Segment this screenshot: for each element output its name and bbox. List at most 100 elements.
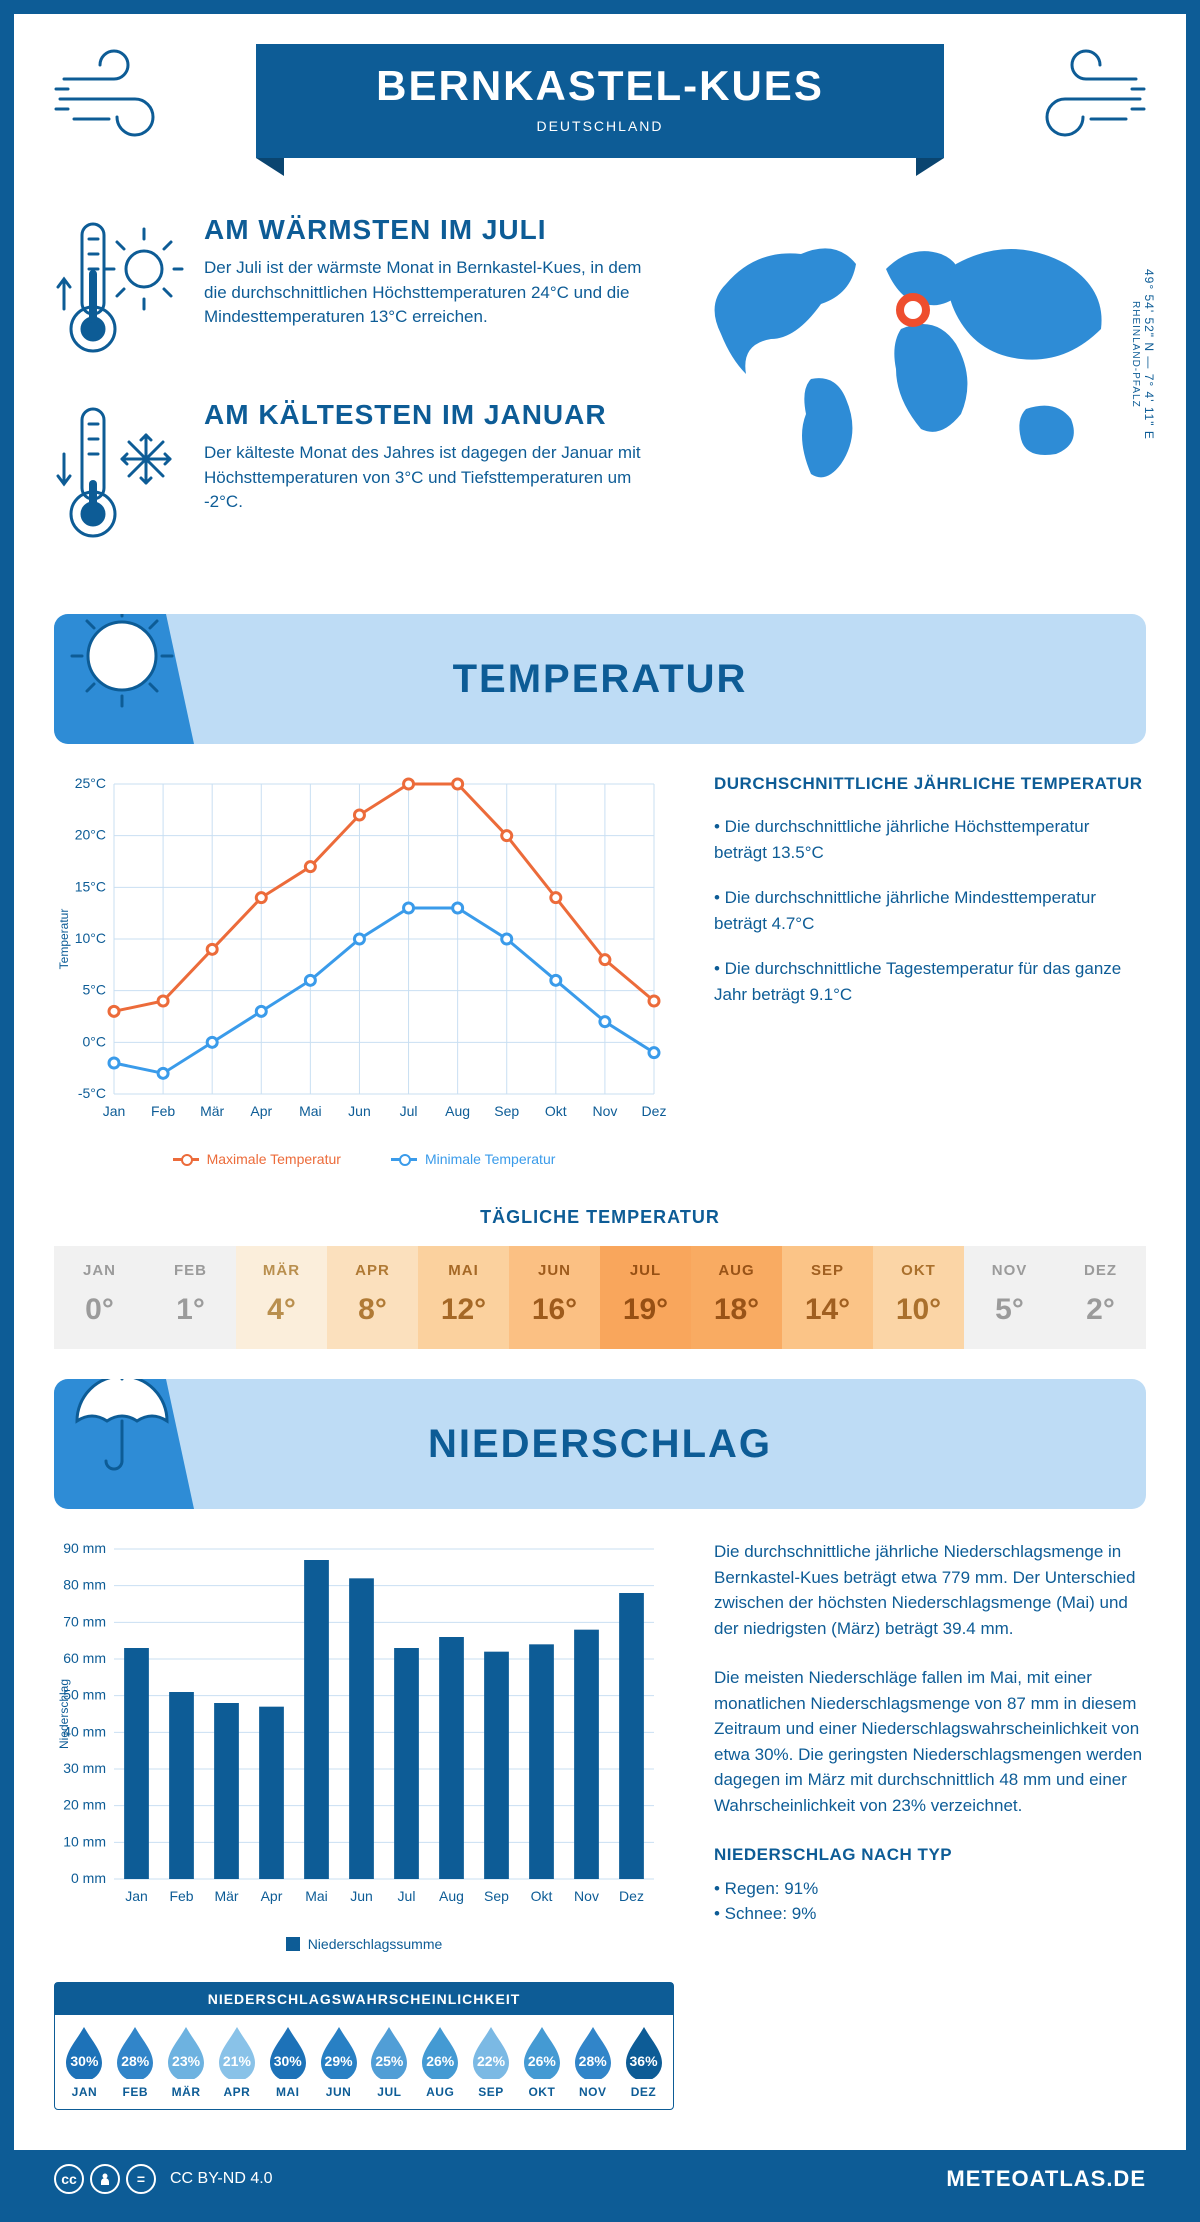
legend-min: Minimale Temperatur [425, 1151, 555, 1167]
precip-type: • Schnee: 9% [714, 1901, 1146, 1927]
fact-title: AM WÄRMSTEN IM JULI [204, 214, 666, 246]
svg-text:Mär: Mär [214, 1888, 238, 1904]
fact-warmest: AM WÄRMSTEN IM JULI Der Juli ist der wär… [54, 214, 666, 369]
precip-prob-cell: 29%JUN [313, 2025, 364, 2099]
svg-text:Jan: Jan [103, 1103, 126, 1119]
svg-text:70 mm: 70 mm [63, 1613, 106, 1629]
thermometer-snow-icon [54, 399, 184, 554]
svg-text:0°C: 0°C [83, 1033, 107, 1049]
precip-prob-cell: 25%JUL [364, 2025, 415, 2099]
svg-text:Mai: Mai [305, 1888, 328, 1904]
fact-text: Der Juli ist der wärmste Monat in Bernka… [204, 256, 666, 330]
svg-text:15°C: 15°C [75, 878, 106, 894]
precip-paragraph: Die meisten Niederschläge fallen im Mai,… [714, 1665, 1146, 1818]
svg-text:Okt: Okt [531, 1888, 553, 1904]
svg-text:Feb: Feb [169, 1888, 193, 1904]
svg-text:0 mm: 0 mm [71, 1870, 106, 1886]
daily-temp-cell: DEZ2° [1055, 1246, 1146, 1349]
section-title: NIEDERSCHLAG [428, 1422, 772, 1467]
precip-prob-cell: 28%NOV [567, 2025, 618, 2099]
svg-text:25°C: 25°C [75, 775, 106, 791]
svg-text:5°C: 5°C [83, 982, 107, 998]
svg-text:Okt: Okt [545, 1103, 567, 1119]
precip-prob-cell: 23%MÄR [161, 2025, 212, 2099]
coordinates: 49° 54' 52" N — 7° 4' 11" E RHEINLAND-PF… [1128, 214, 1156, 494]
license-text: CC BY-ND 4.0 [170, 2170, 273, 2188]
svg-text:Dez: Dez [642, 1103, 667, 1119]
svg-text:20 mm: 20 mm [63, 1797, 106, 1813]
svg-text:-5°C: -5°C [78, 1085, 106, 1101]
fact-title: AM KÄLTESTEN IM JANUAR [204, 399, 666, 431]
section-temperature: TEMPERATUR [54, 614, 1146, 744]
svg-text:Mär: Mär [200, 1103, 224, 1119]
svg-text:60 mm: 60 mm [63, 1650, 106, 1666]
precip-type-heading: NIEDERSCHLAG NACH TYP [714, 1842, 1146, 1868]
thermometer-sun-icon [54, 214, 184, 369]
svg-text:Feb: Feb [151, 1103, 175, 1119]
umbrella-icon [62, 1361, 182, 1481]
daily-temp-cell: JUN16° [509, 1246, 600, 1349]
daily-temp-cell: MAI12° [418, 1246, 509, 1349]
country-name: DEUTSCHLAND [376, 118, 824, 134]
daily-temp-cell: JAN0° [54, 1246, 145, 1349]
svg-text:10 mm: 10 mm [63, 1833, 106, 1849]
fact-text: Der kälteste Monat des Jahres ist dagege… [204, 441, 666, 515]
city-name: BERNKASTEL-KUES [376, 62, 824, 110]
daily-temp-cell: APR8° [327, 1246, 418, 1349]
wind-icon [54, 44, 184, 149]
svg-text:Apr: Apr [261, 1888, 283, 1904]
svg-text:Niederschlag: Niederschlag [57, 1679, 71, 1749]
footer: cc = CC BY-ND 4.0 METEOATLAS.DE [14, 2150, 1186, 2208]
title-banner: BERNKASTEL-KUES DEUTSCHLAND [256, 44, 944, 158]
precip-probability-box: NIEDERSCHLAGSWAHRSCHEINLICHKEIT 30%JAN28… [54, 1982, 674, 2110]
svg-text:Jan: Jan [125, 1888, 148, 1904]
cc-icons: cc = [54, 2164, 156, 2194]
daily-temp-cell: SEP14° [782, 1246, 873, 1349]
daily-temp-cell: NOV5° [964, 1246, 1055, 1349]
svg-text:Apr: Apr [250, 1103, 272, 1119]
precip-prob-cell: 30%MAI [262, 2025, 313, 2099]
precip-prob-cell: 26%OKT [516, 2025, 567, 2099]
daily-temp-title: TÄGLICHE TEMPERATUR [54, 1207, 1146, 1228]
svg-text:Jun: Jun [350, 1888, 373, 1904]
precipitation-bar-chart: 0 mm10 mm20 mm30 mm40 mm50 mm60 mm70 mm8… [54, 1539, 674, 1952]
daily-temp-cell: FEB1° [145, 1246, 236, 1349]
precip-prob-cell: 26%AUG [415, 2025, 466, 2099]
section-precipitation: NIEDERSCHLAG [54, 1379, 1146, 1509]
precip-type: • Regen: 91% [714, 1876, 1146, 1902]
svg-text:Nov: Nov [592, 1103, 617, 1119]
svg-text:10°C: 10°C [75, 930, 106, 946]
svg-text:30 mm: 30 mm [63, 1760, 106, 1776]
world-map: 49° 54' 52" N — 7° 4' 11" E RHEINLAND-PF… [696, 214, 1146, 584]
header: BERNKASTEL-KUES DEUTSCHLAND [54, 44, 1146, 194]
precip-prob-cell: 22%SEP [466, 2025, 517, 2099]
svg-text:80 mm: 80 mm [63, 1577, 106, 1593]
temp-bullet: • Die durchschnittliche jährliche Höchst… [714, 814, 1146, 865]
svg-text:Aug: Aug [445, 1103, 470, 1119]
svg-text:Jul: Jul [398, 1888, 416, 1904]
temp-bullet: • Die durchschnittliche jährliche Mindes… [714, 885, 1146, 936]
daily-temp-cell: OKT10° [873, 1246, 964, 1349]
sun-icon [62, 596, 182, 716]
wind-icon [1016, 44, 1146, 149]
svg-text:Aug: Aug [439, 1888, 464, 1904]
svg-text:Temperatur: Temperatur [57, 909, 71, 970]
precip-prob-cell: 36%DEZ [618, 2025, 669, 2099]
svg-text:Jul: Jul [400, 1103, 418, 1119]
daily-temp-cell: AUG18° [691, 1246, 782, 1349]
temperature-line-chart: -5°C 0°C 5°C 10°C 15°C 20°C 25°C Jan Feb Mär Apr Ma… [54, 774, 674, 1167]
precip-paragraph: Die durchschnittliche jährliche Niedersc… [714, 1539, 1146, 1641]
legend-max: Maximale Temperatur [207, 1151, 341, 1167]
daily-temp-cell: MÄR4° [236, 1246, 327, 1349]
svg-text:20°C: 20°C [75, 827, 106, 843]
svg-text:Jun: Jun [348, 1103, 371, 1119]
svg-text:Sep: Sep [494, 1103, 519, 1119]
svg-text:Nov: Nov [574, 1888, 599, 1904]
prob-title: NIEDERSCHLAGSWAHRSCHEINLICHKEIT [55, 1983, 673, 2015]
temp-bullet: • Die durchschnittliche Tagestemperatur … [714, 956, 1146, 1007]
svg-text:Mai: Mai [299, 1103, 322, 1119]
precip-prob-cell: 28%FEB [110, 2025, 161, 2099]
svg-text:Sep: Sep [484, 1888, 509, 1904]
site-name: METEOATLAS.DE [946, 2166, 1146, 2192]
precip-prob-cell: 21%APR [211, 2025, 262, 2099]
